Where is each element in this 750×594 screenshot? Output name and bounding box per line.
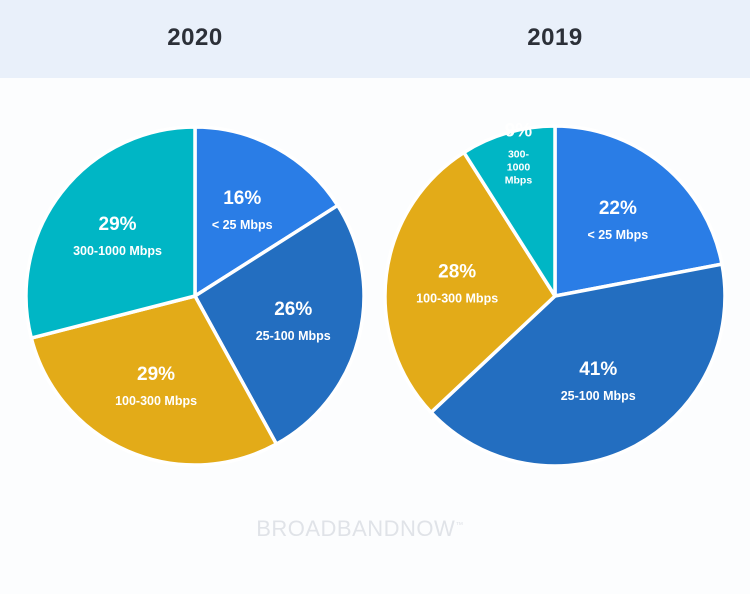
slice-category-label: 100-300 Mbps	[416, 292, 498, 306]
pie-slice	[24, 125, 197, 340]
slice-category-label: 300-1000 Mbps	[505, 148, 533, 186]
slice-percent-label: 28%	[438, 262, 476, 283]
header-band: 2020 2019	[0, 0, 750, 78]
slice-category-label: 25-100 Mbps	[256, 329, 331, 343]
slice-category-label: < 25 Mbps	[212, 218, 273, 232]
slice-percent-label: 9%	[505, 120, 533, 141]
pie-slice	[29, 294, 279, 467]
pie-slice	[553, 124, 724, 298]
chart-title-2019: 2019	[527, 24, 583, 51]
slice-category-label: 25-100 Mbps	[561, 389, 636, 403]
chart-title-2020: 2020	[167, 24, 223, 51]
slice-percent-label: 22%	[599, 198, 637, 219]
pie-slice	[383, 150, 557, 415]
broadbandnow-watermark: BROADBANDNOW™	[0, 516, 720, 542]
slice-category-label: < 25 Mbps	[587, 228, 648, 242]
watermark-trademark: ™	[455, 520, 464, 530]
pie-slice	[462, 124, 557, 298]
pie-2019: 22% < 25 Mbps 41% 25-100 Mbps 28% 100-300 Mbp…	[383, 120, 727, 468]
slice-percent-label: 26%	[274, 299, 312, 320]
slice-percent-label: 41%	[579, 359, 617, 380]
pie-2020: 16% < 25 Mbps 26% 25-100 Mbps 29% 100-300 Mbp…	[24, 125, 366, 467]
slice-category-label: 100-300 Mbps	[115, 394, 197, 408]
slice-category-label: 300-1000 Mbps	[73, 244, 162, 258]
pie-slice	[429, 262, 727, 468]
watermark-text: BROADBANDNOW	[256, 516, 456, 541]
slice-percent-label: 16%	[223, 188, 261, 209]
pie-slice	[193, 203, 366, 446]
slice-percent-label: 29%	[99, 214, 137, 235]
slice-percent-label: 29%	[137, 364, 175, 385]
pie-slice	[193, 125, 340, 298]
